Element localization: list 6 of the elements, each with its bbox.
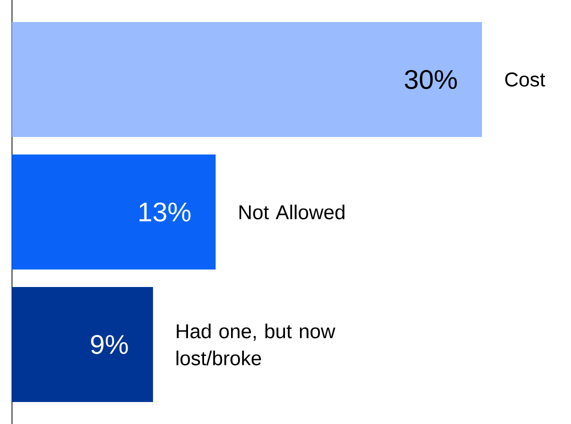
y-tick-label: Not Allowed bbox=[240, 204, 344, 220]
y-tick-label: Had one, but now lost/broke bbox=[176, 324, 336, 366]
data-label: 30% bbox=[404, 70, 457, 90]
y-tick-label: Cost bbox=[505, 72, 546, 87]
data-label: 13% bbox=[139, 202, 190, 222]
data-label: 9% bbox=[91, 334, 128, 354]
